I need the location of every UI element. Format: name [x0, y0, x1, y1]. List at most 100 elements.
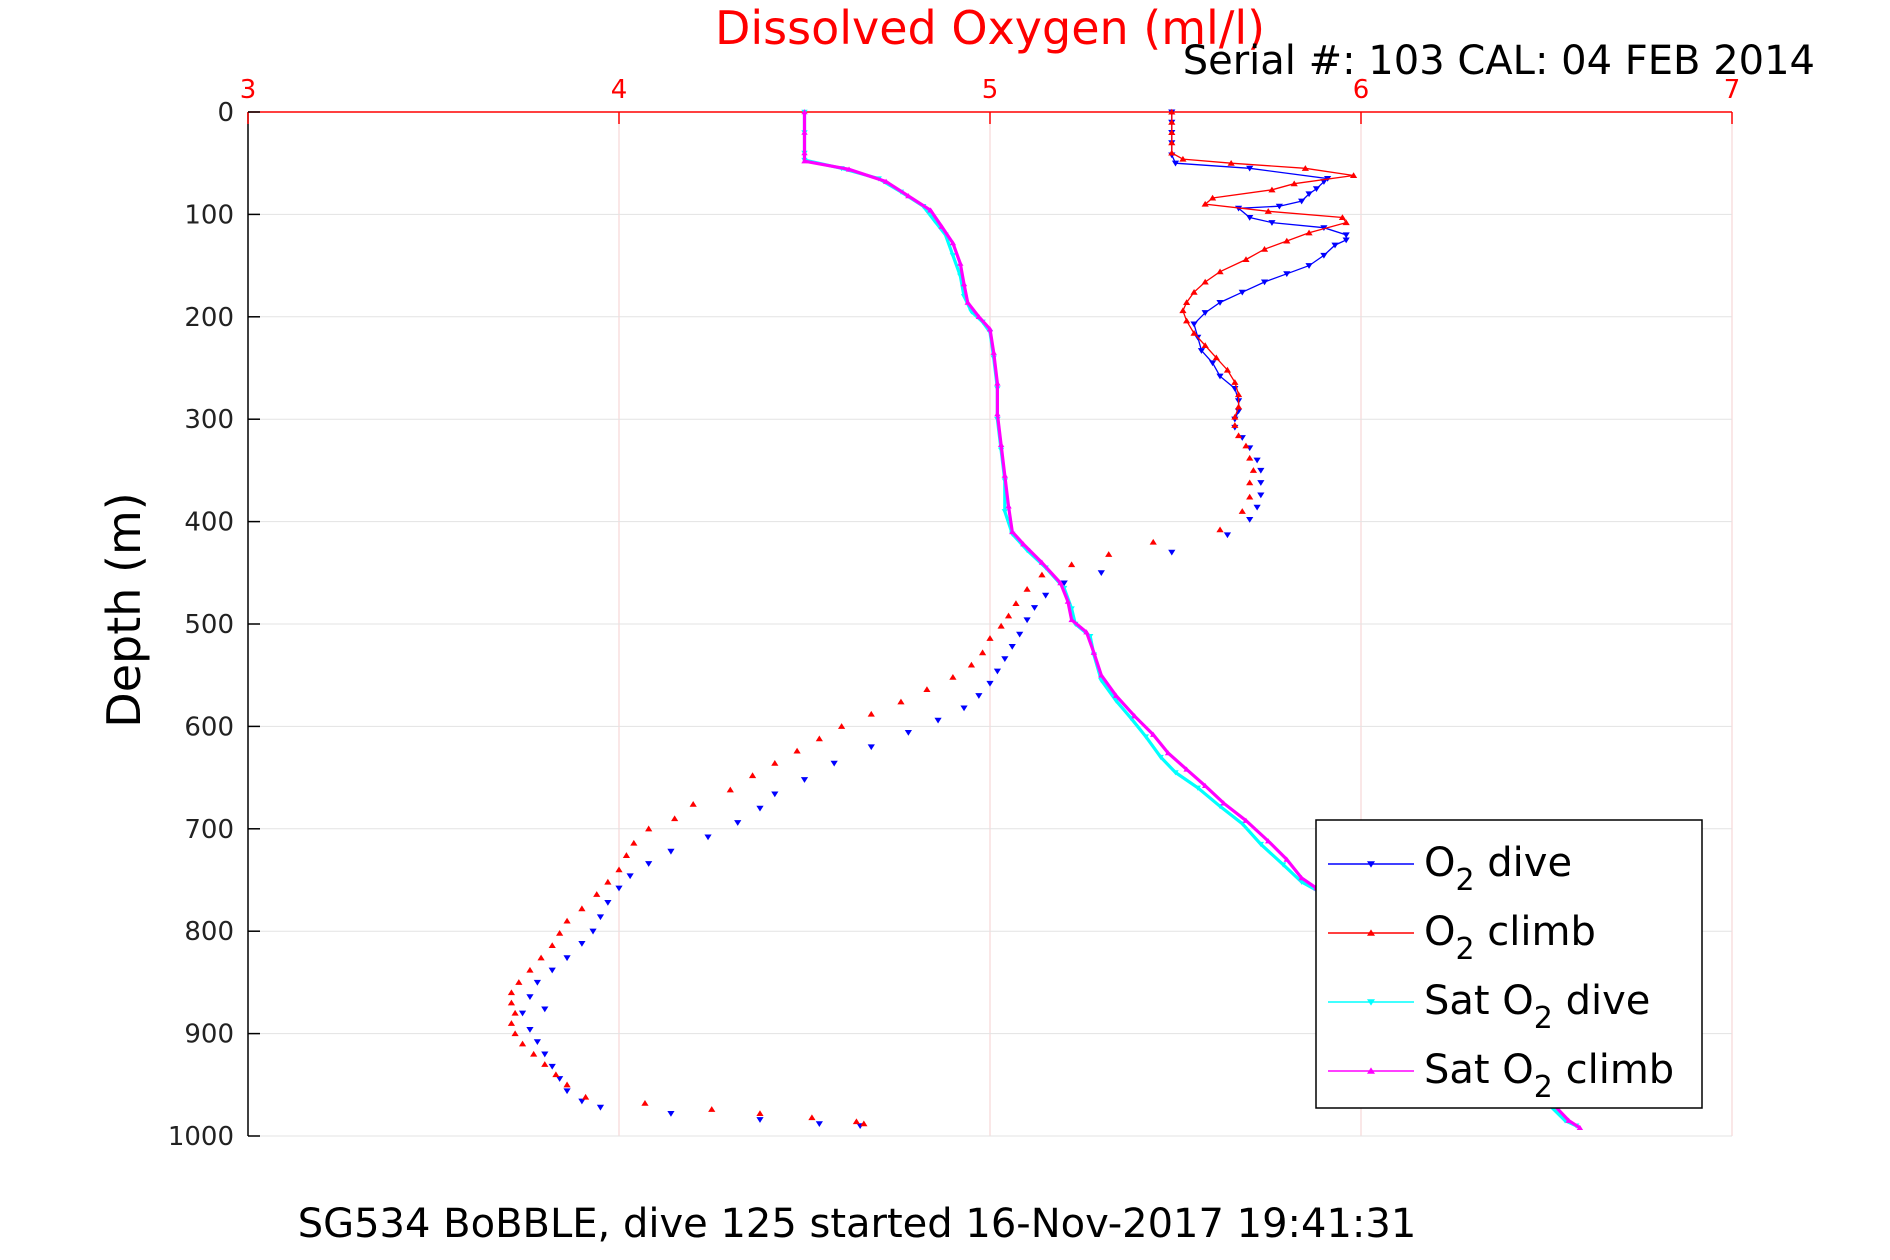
o2_dive-marker [1190, 321, 1198, 328]
o2_climb-marker [1283, 237, 1291, 244]
sat_climb-marker [1112, 692, 1120, 698]
serial-cal-label: Serial #: 103 CAL: 04 FEB 2014 [1183, 38, 1815, 84]
o2_climb-marker [1290, 180, 1298, 187]
o2_climb-marker [1209, 194, 1217, 201]
legend-item-sat_dive: Sat O2 dive [1328, 978, 1650, 1036]
legend-item-sat_climb: Sat O2 climb [1328, 1047, 1674, 1105]
sat_dive-marker [1172, 770, 1179, 776]
o2_climb-marker [1268, 186, 1276, 193]
o2_dive-marker [1342, 237, 1350, 244]
o2_climb-marker [1238, 508, 1246, 514]
o2_climb-marker [1264, 208, 1272, 214]
y-tick-label: 600 [184, 712, 234, 742]
legend: O2 dive O2 climb Sat O2 dive Sat O2 climb [1315, 819, 1703, 1109]
o2_dive-marker [563, 1088, 571, 1095]
sat_climb-marker [949, 240, 957, 246]
o2_dive-marker [1253, 504, 1261, 511]
o2_climb-marker [1004, 612, 1013, 619]
o2_climb-marker [511, 1009, 519, 1016]
legend-swatch-marker [1367, 999, 1375, 1006]
sat_climb-marker [1565, 1117, 1572, 1123]
x-tick-label: 7 [1724, 75, 1741, 105]
sat_climb-marker [1057, 580, 1064, 586]
o2_dive-marker [1246, 517, 1254, 523]
o2_climb-marker [997, 622, 1005, 629]
sat_climb-marker [1242, 817, 1250, 823]
o2_climb-marker [507, 1020, 516, 1026]
o2_climb-marker [1023, 585, 1031, 592]
o2_climb-marker [1231, 422, 1239, 428]
o2_dive-marker [1209, 360, 1217, 367]
o2_dive-marker [734, 820, 742, 826]
o2_climb-marker [671, 815, 679, 822]
o2_dive-marker [1171, 160, 1180, 167]
o2_dive-marker [1257, 492, 1265, 499]
o2_climb-marker [630, 839, 638, 846]
series-o2_climb [507, 108, 1358, 1127]
o2_climb-marker [967, 661, 976, 668]
o2_dive-marker [1023, 617, 1031, 624]
o2_climb-marker [860, 1120, 868, 1127]
o2_climb-marker [1227, 159, 1235, 166]
x-tick-label: 5 [982, 75, 999, 105]
y-tick-label: 400 [184, 508, 234, 538]
o2_dive-marker [548, 1063, 556, 1070]
o2_dive-marker [1283, 271, 1291, 278]
sat_climb-marker [1083, 629, 1090, 635]
o2_climb-marker [708, 1106, 716, 1112]
o2_dive-marker [1320, 252, 1328, 259]
sat_climb-marker [801, 150, 808, 156]
o2_dive-marker [667, 1110, 675, 1117]
sat_dive-marker [1279, 862, 1287, 868]
o2_dive-marker [1201, 310, 1209, 316]
sat_climb-marker [957, 260, 964, 266]
legend-label: Sat O2 climb [1424, 1047, 1674, 1105]
o2_dive-marker [518, 1010, 527, 1017]
o2_climb-marker [1168, 149, 1176, 156]
o2_climb-marker [1012, 600, 1020, 607]
sat_climb-marker [938, 223, 945, 229]
o2_dive-marker [1238, 289, 1246, 296]
o2_climb-marker [867, 710, 875, 717]
sat_climb-marker [905, 193, 912, 199]
sat_climb-marker [1201, 782, 1209, 789]
y-tick-label: 800 [184, 917, 234, 947]
sat_climb-marker [1131, 713, 1138, 719]
o2_dive-marker [667, 848, 675, 855]
o2_climb-marker [756, 1110, 764, 1116]
o2_climb-marker [771, 760, 779, 766]
o2_dive-marker [1246, 214, 1254, 221]
legend-item-o2_climb: O2 climb [1328, 909, 1596, 967]
sat_climb-marker [1220, 800, 1227, 806]
o2_climb-marker [986, 635, 994, 641]
sat_climb-marker [1038, 559, 1046, 565]
o2_climb-marker [1105, 551, 1113, 557]
o2_dive-marker [800, 777, 809, 783]
sat_climb-marker [1164, 750, 1172, 756]
plot-area [507, 108, 1584, 1131]
o2_climb-marker [1168, 129, 1176, 135]
o2_climb-marker [1349, 172, 1358, 179]
o2_climb-marker [748, 772, 757, 779]
o2_dive-marker [533, 1039, 541, 1046]
sat_climb-marker [990, 349, 997, 355]
o2_dive-marker [1016, 631, 1024, 638]
o2_climb-marker [1201, 278, 1209, 285]
sat_climb-marker [1298, 875, 1305, 881]
sat_dive-marker [1157, 754, 1164, 760]
y-tick-label: 300 [184, 405, 234, 435]
o2_climb-marker [1201, 342, 1209, 348]
o2_dive-marker [975, 693, 983, 699]
sat_climb-marker [1283, 856, 1290, 862]
o2_dive-marker [1008, 644, 1016, 650]
sat_climb-marker [1576, 1124, 1584, 1131]
o2_climb-marker [507, 999, 516, 1006]
o2_dive-marker [1216, 373, 1224, 380]
o2_climb-marker [1216, 526, 1224, 533]
o2_dive-marker [1168, 549, 1176, 556]
o2_climb-marker [515, 979, 523, 985]
sat_climb-marker [1009, 528, 1016, 535]
o2_climb-marker [793, 747, 801, 754]
o2_dive-marker [1268, 220, 1276, 226]
